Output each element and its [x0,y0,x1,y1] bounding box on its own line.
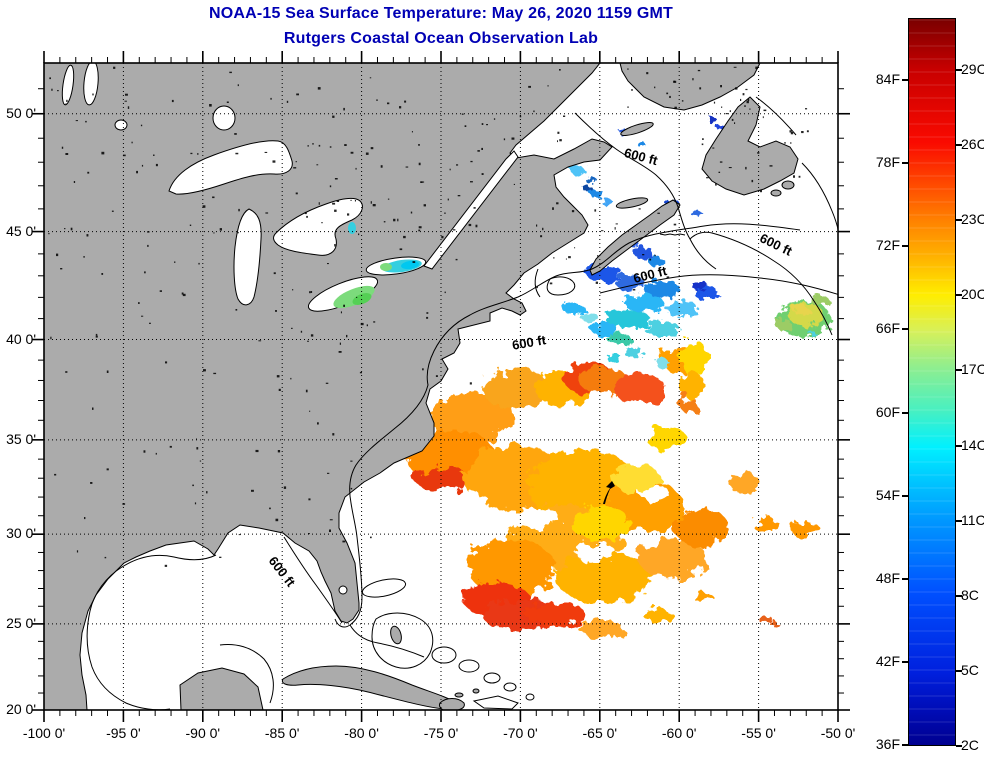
newfoundland-island [701,96,799,196]
sable-island-squiggle [659,233,686,236]
lake-huron [273,197,363,256]
axis-ticks [32,51,850,722]
cuba [281,665,458,710]
temperature-colorbar [908,18,956,746]
small-lake [114,119,128,131]
yucatan [179,667,264,710]
lake-michigan [233,208,262,306]
avalon-islet-2 [770,189,782,197]
labrador [619,63,761,111]
graticule-gridlines [44,63,838,710]
avalon-islet [781,180,795,190]
sst-warm-patches [408,340,820,637]
jamaica [439,698,465,710]
lake-winnipegosis [61,64,75,106]
st-lawrence-river [423,150,519,270]
depth-contours-600ft [86,96,838,710]
land-noise-speckles [48,66,809,567]
figure-title: NOAA-15 Sea Surface Temperature: May 26,… [208,5,674,22]
anticosti-island [620,122,654,136]
annotation-arrow-glyph [603,481,615,504]
small-lake-2 [212,105,236,131]
nova-scotia [589,199,681,276]
lake-okeechobee [338,585,348,595]
bahamas-banks [361,578,535,710]
lake-winnipeg [83,63,99,106]
andros-island [390,625,402,645]
figure-subtitle: Rutgers Coastal Ocean Observation Lab [283,30,599,47]
lakes [61,63,519,595]
prince-edward-island [615,197,649,209]
lake-superior [168,140,293,195]
